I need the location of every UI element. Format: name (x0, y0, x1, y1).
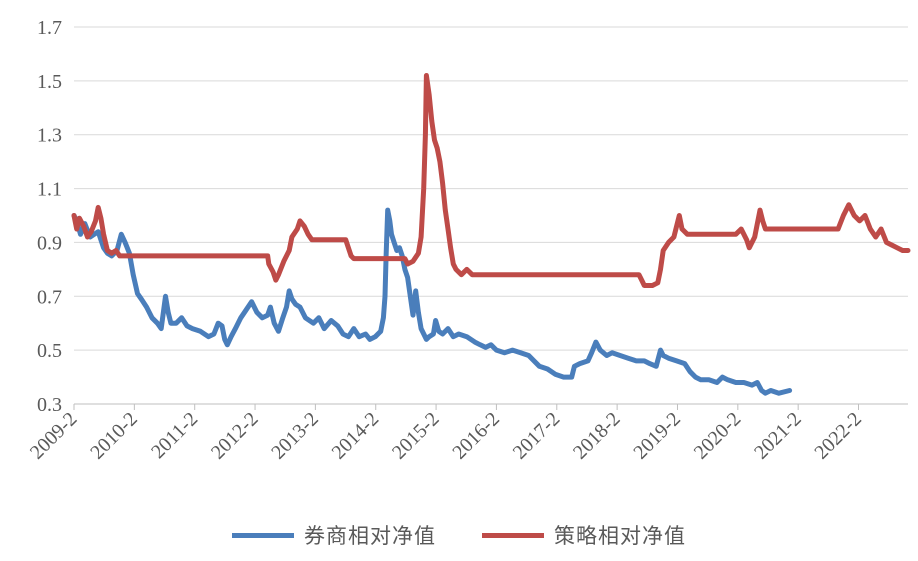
x-tick-label: 2012-2 (207, 408, 263, 464)
x-tick-label: 2022-2 (810, 408, 866, 464)
x-tick-label: 2019-2 (629, 408, 685, 464)
series-lines (71, 73, 911, 396)
legend-item-broker: 券商相对净值 (232, 520, 436, 550)
y-tick-label: 0.5 (37, 340, 62, 362)
legend-swatch-broker (232, 532, 294, 538)
x-tick-label: 2013-2 (267, 408, 323, 464)
legend-swatch-strategy (482, 532, 544, 538)
x-tick-label: 2018-2 (569, 408, 625, 464)
legend-label-strategy: 策略相对净值 (554, 524, 686, 548)
series-line-strategy (71, 73, 911, 288)
y-tick-label: 0.9 (37, 232, 62, 254)
gridlines (74, 26, 908, 405)
legend-label-broker: 券商相对净值 (304, 524, 436, 548)
x-axis: 2009-2 2010-2 2011-2 2012-2 2013-2 2014-2 2015… (26, 404, 866, 464)
x-tick-label: 2016-2 (448, 408, 504, 464)
legend: 券商相对净值 策略相对净值 (0, 520, 918, 550)
legend-item-strategy: 策略相对净值 (482, 520, 686, 550)
y-tick-label: 0.7 (37, 286, 62, 308)
x-tick-label: 2015-2 (388, 408, 444, 464)
series-line-broker (71, 207, 793, 396)
x-tick-label: 2011-2 (147, 408, 202, 463)
x-tick-label: 2017-2 (509, 408, 565, 464)
x-tick-label: 2014-2 (328, 408, 384, 464)
y-tick-label: 0.3 (37, 394, 62, 416)
x-tick-label: 2021-2 (750, 408, 806, 464)
y-tick-label: 1.7 (37, 17, 62, 39)
y-tick-label: 1.1 (37, 179, 62, 201)
x-tick-label: 2009-2 (26, 408, 82, 464)
x-tick-label: 2010-2 (86, 408, 142, 464)
y-tick-label: 1.3 (37, 125, 62, 147)
x-tick-label: 2020-2 (690, 408, 746, 464)
y-tick-label: 1.5 (37, 71, 62, 93)
y-axis: 0.3 0.5 0.7 0.9 1.1 1.3 1.5 1.7 (37, 17, 62, 416)
